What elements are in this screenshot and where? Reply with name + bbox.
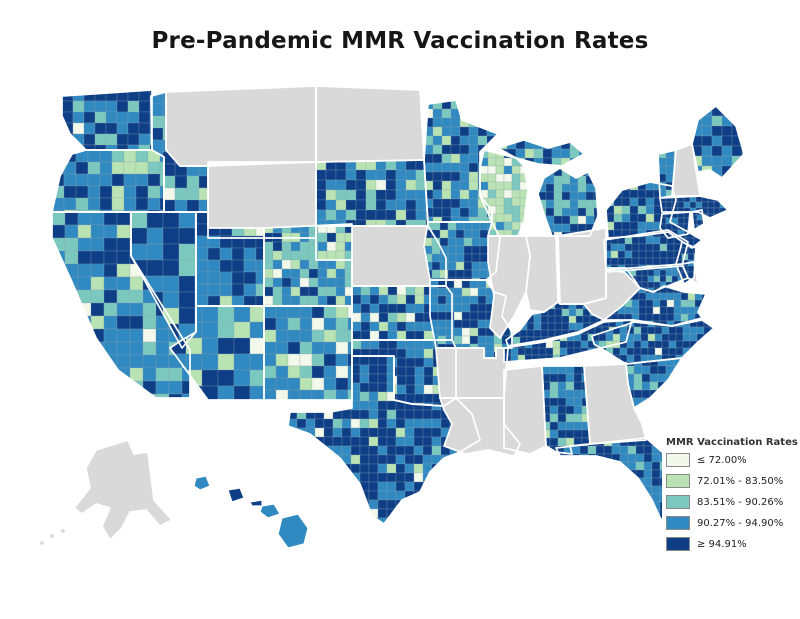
alaska-aleutian-island <box>60 528 66 534</box>
state-KY-border <box>505 301 605 347</box>
state-MI_LP-border <box>537 167 599 237</box>
legend-items: ≤ 72.00% 72.01% - 83.50% 83.51% - 90.26% 90… <box>666 453 800 551</box>
alaska-aleutian-island <box>39 540 45 546</box>
state-AR <box>436 348 508 398</box>
state-NC-border <box>591 319 715 365</box>
state-LA <box>440 398 520 456</box>
state-WV <box>584 268 640 320</box>
state-WA-counties <box>62 90 152 150</box>
legend-item: ≤ 72.00% <box>666 453 800 467</box>
states-border-layer <box>51 85 745 541</box>
state-MS-border <box>503 365 547 455</box>
state-AL-border <box>541 365 591 455</box>
legend-label: 83.51% - 90.26% <box>697 496 784 508</box>
state-NH <box>672 144 700 196</box>
state-ND <box>316 86 424 162</box>
state-RI-border <box>691 209 705 231</box>
legend-swatch <box>666 516 690 530</box>
state-NJ-border <box>675 241 697 285</box>
state-NV-border <box>130 211 197 349</box>
state-AK-border <box>73 439 173 541</box>
state-DE-border <box>681 261 699 285</box>
state-AL-counties <box>542 366 590 454</box>
state-NM-counties <box>264 306 352 400</box>
state-TX-border <box>287 355 481 525</box>
states-fill-layer <box>39 86 744 549</box>
state-MI_UP-border <box>497 139 585 167</box>
state-ME-border <box>691 105 745 179</box>
hawaii-island-molokai <box>249 499 263 507</box>
state-CT-border <box>659 211 691 239</box>
legend-item: 83.51% - 90.26% <box>666 495 800 509</box>
legend-title: MMR Vaccination Rates <box>666 437 798 448</box>
legend-label: 90.27% - 94.90% <box>697 517 784 529</box>
state-MT <box>166 86 316 166</box>
hawaii-island-oahu <box>227 487 245 503</box>
legend-label: ≤ 72.00% <box>697 454 747 466</box>
state-IN-border <box>525 235 559 313</box>
state-IN <box>526 236 558 312</box>
legend-label: ≥ 94.91% <box>697 538 747 550</box>
hawaii-island-kauai <box>193 475 211 491</box>
legend-item: 72.01% - 83.50% <box>666 474 800 488</box>
hawaii-island-hawaii <box>277 513 309 549</box>
state-OH <box>558 228 606 304</box>
state-WY <box>208 162 316 238</box>
state-MA-border <box>659 195 729 219</box>
legend-swatch <box>666 495 690 509</box>
legend-label: 72.01% - 83.50% <box>697 475 784 487</box>
state-SC-counties <box>626 358 682 408</box>
legend-swatch <box>666 474 690 488</box>
state-GA <box>584 364 646 444</box>
state-MS <box>504 366 546 454</box>
legend: MMR Vaccination Rates ≤ 72.00% 72.01% - 8… <box>662 434 800 561</box>
hawaii-island-maui <box>259 503 281 519</box>
legend-item: ≥ 94.91% <box>666 537 800 551</box>
state-SD-counties <box>316 160 428 226</box>
state-IL <box>488 236 530 338</box>
alaska-aleutian-island <box>49 533 55 539</box>
legend-swatch <box>666 537 690 551</box>
state-NY-border <box>605 181 703 249</box>
legend-item: 90.27% - 94.90% <box>666 516 800 530</box>
state-PA-border <box>603 229 689 273</box>
page-title: Pre-Pandemic MMR Vaccination Rates <box>151 28 649 54</box>
state-OR-counties <box>52 150 164 212</box>
legend-swatch <box>666 453 690 467</box>
state-AK <box>74 440 172 540</box>
